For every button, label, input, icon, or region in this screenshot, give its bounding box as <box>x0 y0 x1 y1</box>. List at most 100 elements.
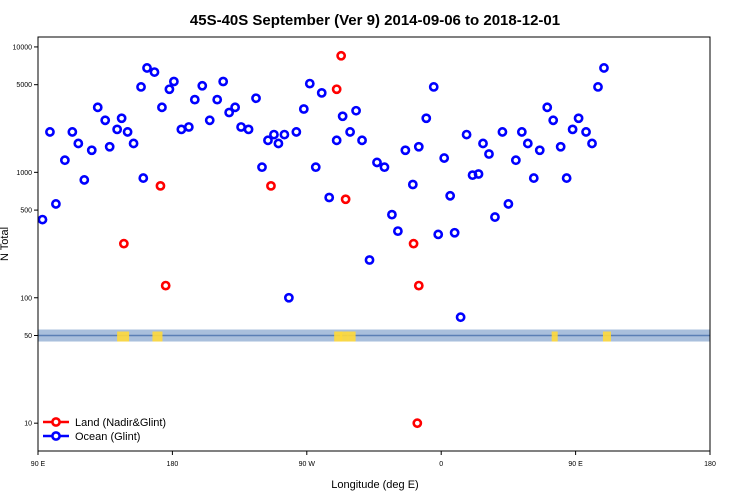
ocean-point <box>587 138 597 149</box>
ocean-point <box>392 226 403 237</box>
ocean-point <box>599 63 609 73</box>
y-tick-label: 50 <box>24 333 32 340</box>
ocean-point <box>164 84 175 95</box>
ocean-point <box>279 129 290 140</box>
ocean-point <box>357 135 367 146</box>
ocean-point <box>37 214 48 225</box>
ocean-point <box>522 138 533 149</box>
ocean-point <box>304 78 315 89</box>
legend: Land (Nadir&Glint) Ocean (Glint) <box>43 417 166 443</box>
ocean-point <box>473 169 484 179</box>
ocean-point <box>484 149 494 159</box>
ocean-point <box>92 102 103 113</box>
ocean-point <box>212 94 223 105</box>
ocean-point <box>387 209 397 220</box>
reference-band-mark <box>334 331 343 342</box>
ocean-point <box>503 199 514 209</box>
ocean-point <box>283 292 294 303</box>
ocean-point <box>157 102 167 113</box>
ocean-point <box>455 312 466 323</box>
ocean-point <box>79 175 90 185</box>
ocean-point <box>122 127 133 137</box>
ocean-point <box>128 138 139 149</box>
ocean-point <box>45 127 55 137</box>
ocean-point <box>86 145 97 156</box>
y-tick-label: 100 <box>20 295 32 302</box>
ocean-point <box>224 107 235 118</box>
ocean-point <box>428 82 439 92</box>
ocean-point <box>251 93 261 104</box>
ocean-point <box>555 141 566 152</box>
ocean-point <box>112 124 123 135</box>
y-tick-label: 5000 <box>16 82 32 89</box>
ocean-point <box>573 113 584 124</box>
ocean-point <box>516 127 527 137</box>
y-tick-label: 10000 <box>13 44 33 51</box>
legend-label: Ocean (Glint) <box>75 431 140 443</box>
ocean-point <box>236 122 246 132</box>
ocean-point <box>364 255 375 265</box>
ocean-point <box>548 115 559 126</box>
ocean-point <box>372 157 382 168</box>
ocean-point <box>331 135 342 146</box>
reference-band-mark <box>340 331 349 342</box>
reference-band-mark <box>551 331 558 342</box>
y-tick-label: 1000 <box>16 170 32 177</box>
ocean-point <box>581 127 591 137</box>
ocean-point <box>59 155 70 166</box>
land-point <box>331 84 342 95</box>
ocean-point <box>461 129 472 140</box>
ocean-point <box>510 155 521 166</box>
ocean-point <box>379 162 390 173</box>
ocean-point <box>273 138 284 149</box>
ocean-point <box>142 63 152 73</box>
ocean-point <box>73 138 84 149</box>
y-axis: 10 50 100 500 1000 5000 10000 <box>13 44 38 428</box>
ocean-point <box>413 141 424 152</box>
ocean-point <box>478 138 488 149</box>
ocean-point <box>204 115 215 126</box>
land-point <box>413 280 424 291</box>
x-tick-label: 180 <box>167 461 179 468</box>
ocean-point <box>176 124 187 135</box>
land-point <box>160 280 171 291</box>
legend-swatch-marker <box>51 417 61 427</box>
ocean-point <box>528 173 539 183</box>
legend-swatch-marker <box>51 431 61 441</box>
x-tick-label: 90 W <box>299 461 316 468</box>
ocean-point <box>269 129 279 140</box>
ocean-point <box>345 127 356 137</box>
ocean-point <box>534 145 545 156</box>
ocean-point <box>243 124 254 135</box>
ocean-point <box>561 173 572 183</box>
ocean-point <box>257 162 267 173</box>
ocean-point <box>310 162 321 173</box>
chart-title: 45S-40S September (Ver 9) 2014-09-06 to … <box>190 12 560 29</box>
ocean-point <box>593 82 603 92</box>
ocean-point <box>407 179 418 190</box>
ocean-point <box>542 102 553 113</box>
y-tick-label: 10 <box>24 421 32 428</box>
y-axis-title: N Total <box>0 227 11 261</box>
land-point <box>336 50 347 61</box>
ocean-point <box>230 102 241 113</box>
reference-band <box>38 329 710 342</box>
land-point <box>340 194 351 205</box>
ocean-point <box>439 153 450 163</box>
ocean-point <box>218 76 229 87</box>
plot-points <box>37 50 609 429</box>
y-tick-label: 500 <box>20 208 32 215</box>
x-axis-title: Longitude (deg E) <box>331 479 418 491</box>
ocean-point <box>116 113 127 124</box>
land-point <box>266 180 276 191</box>
ocean-point <box>351 105 361 116</box>
ocean-point <box>189 94 200 105</box>
ocean-point <box>567 124 578 135</box>
ocean-point <box>337 111 348 122</box>
ocean-point <box>51 199 61 209</box>
reference-band-mark <box>602 331 611 342</box>
ocean-point <box>138 173 149 183</box>
land-point <box>155 180 166 191</box>
x-tick-label: 180 <box>704 461 716 468</box>
